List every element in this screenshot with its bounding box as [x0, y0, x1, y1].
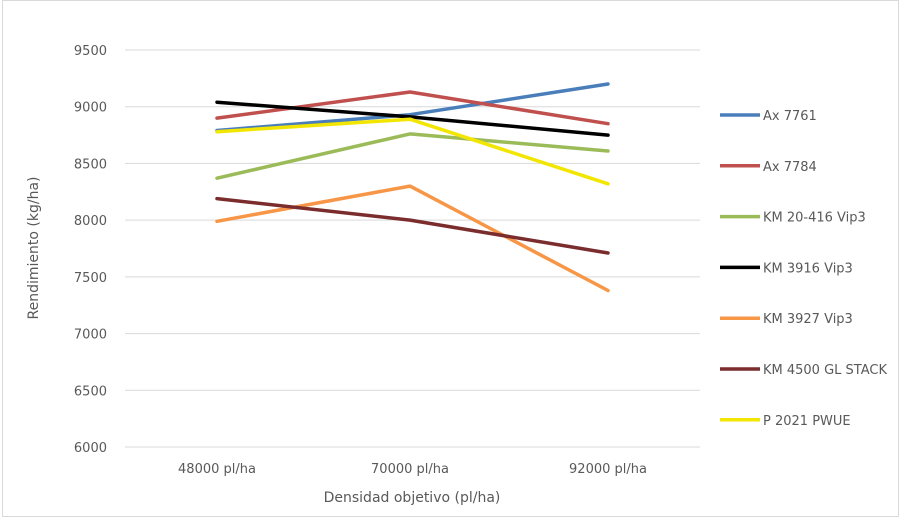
y-axis-title: Rendimiento (kg/ha): [26, 177, 42, 320]
y-tick-label: 9500: [74, 44, 107, 59]
legend-label: KM 3916 Vip3: [763, 261, 853, 276]
legend-item: KM 20-416 Vip3: [720, 211, 866, 226]
y-tick-label: 9000: [74, 101, 107, 116]
legend-item: Ax 7761: [720, 109, 817, 124]
legend-item: P 2021 PWUE: [720, 414, 851, 429]
x-tick-label: 92000 pl/ha: [569, 462, 647, 477]
legend-label: KM 3927 Vip3: [763, 312, 853, 327]
legend-item: KM 4500 GL STACK: [720, 363, 887, 378]
series-line: [215, 90, 610, 126]
legend-item: Ax 7784: [720, 160, 817, 175]
y-tick-label: 6500: [74, 384, 107, 399]
series-line: [215, 196, 610, 255]
y-tick-label: 6000: [74, 441, 107, 456]
legend-label: P 2021 PWUE: [763, 414, 851, 429]
y-tick-labels: 6000 6500 7000 7500 8000 8500 9000 9500: [74, 44, 107, 456]
legend-item: KM 3916 Vip3: [720, 261, 853, 276]
legend-label: Ax 7761: [763, 109, 817, 124]
series-line: [215, 184, 610, 293]
series-line: [215, 117, 610, 186]
y-tick-label: 7000: [74, 328, 107, 343]
y-tick-label: 7500: [74, 271, 107, 286]
legend-item: KM 3927 Vip3: [720, 312, 853, 327]
x-tick-label: 70000 pl/ha: [371, 462, 449, 477]
x-tick-label: 48000 pl/ha: [178, 462, 256, 477]
series-line: [215, 82, 610, 133]
x-axis-title: Densidad objetivo (pl/ha): [324, 490, 501, 506]
legend-label: KM 20-416 Vip3: [763, 211, 866, 226]
x-tick-labels: 48000 pl/ha 70000 pl/ha 92000 pl/ha: [178, 462, 647, 477]
series-line: [215, 100, 610, 137]
series-line: [215, 132, 610, 180]
y-tick-label: 8000: [74, 214, 107, 229]
legend-label: Ax 7784: [763, 160, 817, 175]
y-tick-label: 8500: [74, 157, 107, 172]
legend-label: KM 4500 GL STACK: [763, 363, 887, 378]
series-lines: [215, 82, 610, 293]
grid-lines: [125, 49, 700, 448]
legend: Ax 7761 Ax 7784 KM 20-416 Vip3 KM 3916 Vip3…: [720, 109, 887, 429]
